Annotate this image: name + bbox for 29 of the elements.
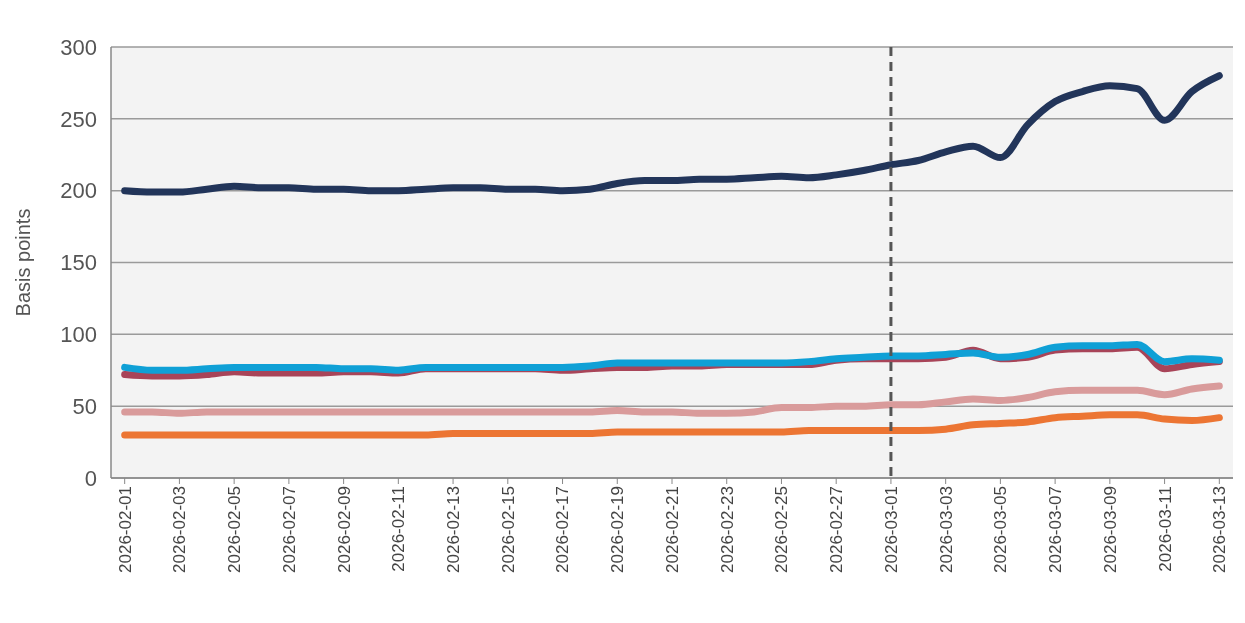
x-tick-label: 2026-02-19	[608, 486, 628, 573]
x-tick-label: 2026-02-21	[662, 486, 682, 573]
x-tick-label: 2026-02-23	[717, 486, 737, 573]
y-tick-label: 0	[84, 465, 97, 491]
x-tick-label: 2026-02-07	[279, 486, 299, 573]
x-tick-label: 2026-02-05	[225, 486, 245, 573]
x-tick-label: 2026-02-03	[170, 486, 190, 573]
x-tick-label: 2026-02-25	[772, 486, 792, 573]
x-tick-label: 2026-02-27	[827, 486, 847, 573]
x-tick-label: 2026-02-11	[389, 486, 409, 572]
x-tick-label: 2026-03-07	[1046, 486, 1066, 573]
x-tick-label: 2026-02-09	[334, 486, 354, 573]
x-tick-label: 2026-03-03	[936, 486, 956, 573]
x-tick-label: 2026-02-15	[498, 486, 518, 573]
x-tick-label: 2026-02-13	[444, 486, 464, 573]
y-tick-label: 250	[60, 106, 97, 132]
x-tick-label: 2026-03-09	[1100, 486, 1120, 573]
x-tick-label: 2026-03-01	[881, 486, 901, 573]
y-tick-label: 300	[60, 34, 97, 60]
x-tick-label: 2026-03-13	[1210, 486, 1230, 573]
x-tick-label: 2026-02-17	[553, 486, 573, 573]
y-tick-label: 200	[60, 178, 97, 204]
y-tick-label: 50	[72, 393, 97, 419]
x-tick-label: 2026-02-01	[115, 486, 135, 573]
x-tick-label: 2026-03-11	[1155, 486, 1175, 572]
y-tick-label: 150	[60, 250, 97, 276]
x-tick-label: 2026-03-05	[991, 486, 1011, 573]
y-tick-label: 100	[60, 322, 97, 348]
y-axis-title: Basis points	[12, 208, 34, 317]
